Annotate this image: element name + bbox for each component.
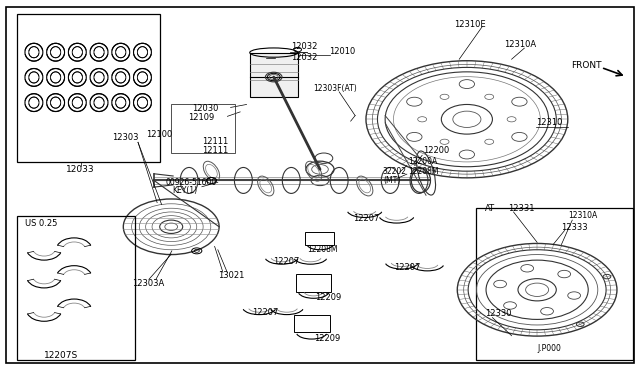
Text: 00926-51600: 00926-51600 <box>166 178 217 187</box>
Text: 12100: 12100 <box>147 129 173 139</box>
Text: 12207: 12207 <box>273 257 299 266</box>
Text: 12208M: 12208M <box>408 167 438 176</box>
Text: 32202: 32202 <box>382 167 406 176</box>
Text: 12030: 12030 <box>192 104 219 113</box>
Text: KEY(1): KEY(1) <box>172 186 197 195</box>
Text: 12303: 12303 <box>113 133 139 142</box>
Text: 12209: 12209 <box>315 293 341 302</box>
Text: 12333: 12333 <box>561 223 588 232</box>
Text: 12330: 12330 <box>484 310 511 318</box>
Text: 12032: 12032 <box>291 53 317 62</box>
Text: 12109: 12109 <box>188 113 214 122</box>
Bar <box>296 274 331 292</box>
Text: 12010: 12010 <box>330 47 356 56</box>
Text: 12208M: 12208M <box>307 244 338 253</box>
Text: 12207S: 12207S <box>44 351 79 360</box>
Text: 12207: 12207 <box>252 308 278 317</box>
Text: 12331: 12331 <box>508 204 535 213</box>
Text: 12310E: 12310E <box>454 20 486 29</box>
Text: 12310A: 12310A <box>504 40 537 49</box>
Text: AT: AT <box>484 204 495 213</box>
Bar <box>294 315 330 333</box>
Bar <box>250 52 298 97</box>
Bar <box>172 105 235 153</box>
Text: 12310: 12310 <box>536 118 562 127</box>
Text: 13021: 13021 <box>218 271 244 280</box>
Text: FRONT: FRONT <box>571 61 602 70</box>
Text: 12207: 12207 <box>353 214 380 223</box>
Bar <box>476 208 633 360</box>
Text: 12303F(AT): 12303F(AT) <box>314 84 357 93</box>
Bar <box>305 232 334 244</box>
Text: 12111: 12111 <box>202 146 228 155</box>
Text: J.P000: J.P000 <box>537 344 561 353</box>
Text: 12209: 12209 <box>314 334 340 343</box>
Text: 12111: 12111 <box>202 137 228 146</box>
Text: 12207: 12207 <box>394 263 420 272</box>
Text: 12303A: 12303A <box>132 279 164 288</box>
Text: US 0.25: US 0.25 <box>25 219 58 228</box>
Bar <box>17 14 161 162</box>
Text: 12200A: 12200A <box>408 157 437 166</box>
Bar <box>17 216 135 360</box>
Text: 12033: 12033 <box>66 165 95 174</box>
Text: 12032: 12032 <box>291 42 317 51</box>
Text: 12310A: 12310A <box>568 211 597 220</box>
Text: (MT): (MT) <box>384 176 401 185</box>
Text: 12200: 12200 <box>424 146 450 155</box>
